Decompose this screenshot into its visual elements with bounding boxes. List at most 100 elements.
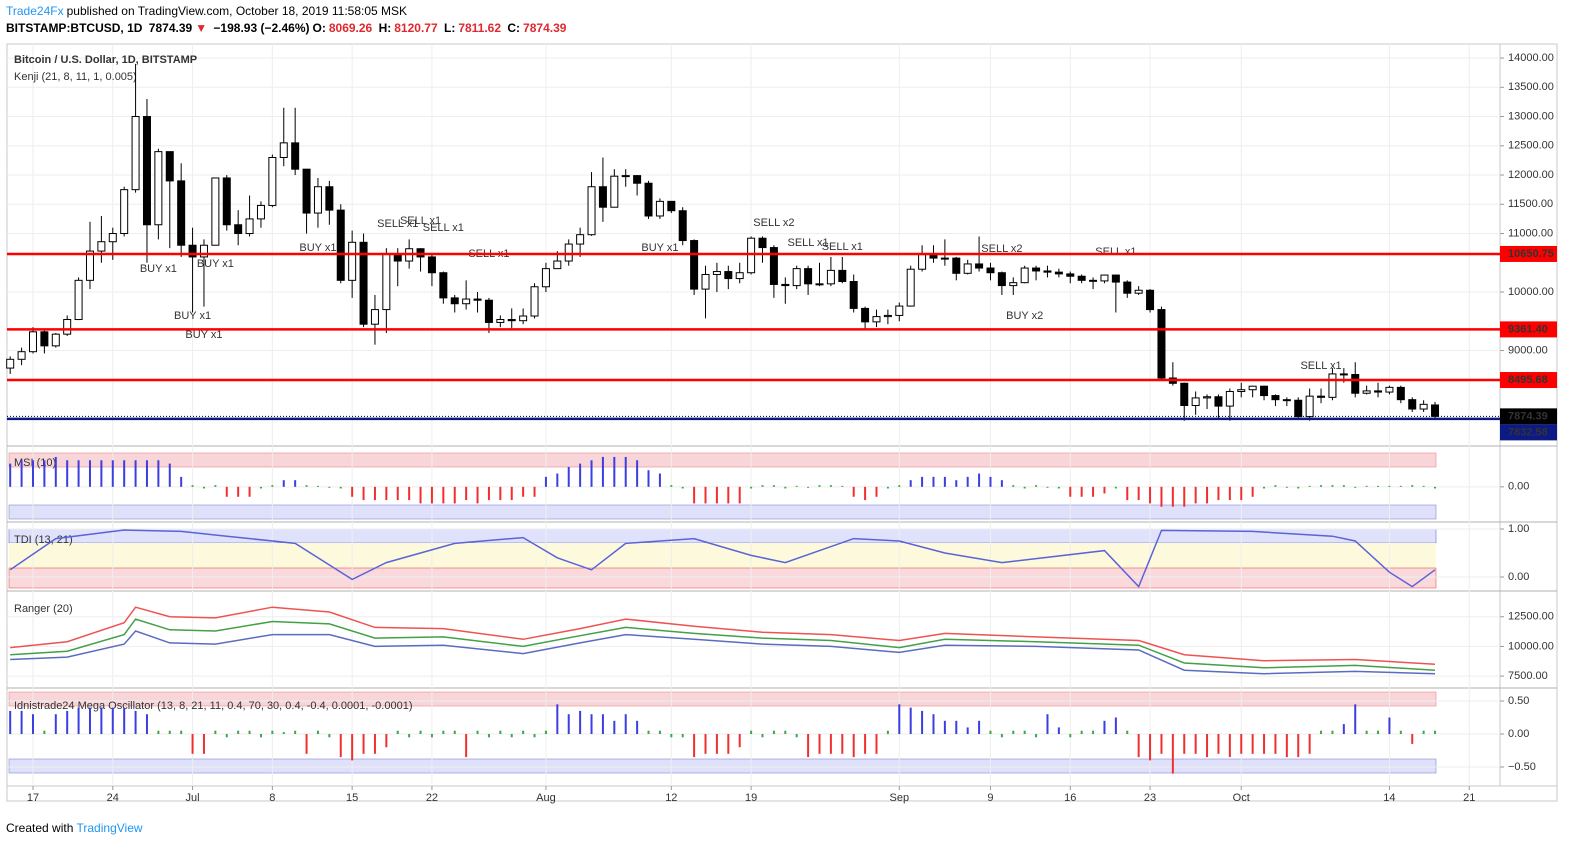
histogram-bar <box>1046 486 1049 488</box>
panel-title: TDI (13, 21) <box>14 534 73 546</box>
histogram-bar <box>237 730 240 735</box>
x-tick-label: 21 <box>1463 792 1475 804</box>
histogram-bar <box>1342 485 1345 487</box>
candle-body <box>63 319 72 335</box>
histogram-bar <box>829 734 832 754</box>
candle-body <box>530 286 539 317</box>
y-tick-label: 13500.00 <box>1508 81 1554 93</box>
histogram-bar <box>351 734 354 761</box>
histogram-bar <box>430 486 433 504</box>
histogram-bar <box>282 480 285 487</box>
histogram-bar <box>943 476 946 487</box>
candle-body <box>1066 273 1075 277</box>
histogram-bar <box>43 730 46 735</box>
candle-body <box>142 116 151 226</box>
msi-upper-band <box>8 452 1437 468</box>
histogram-bar <box>1308 734 1311 754</box>
signal-label: SELL x1 <box>423 222 464 234</box>
histogram-bar <box>1251 486 1254 497</box>
histogram-bar <box>214 730 217 735</box>
histogram-bar <box>1399 730 1402 735</box>
histogram-bar <box>31 714 34 735</box>
histogram-bar <box>1137 734 1140 758</box>
histogram-bar <box>191 485 194 487</box>
histogram-bar <box>476 730 479 735</box>
histogram-bar <box>1126 486 1129 501</box>
candle-body <box>781 283 790 287</box>
histogram-bar <box>1171 734 1174 774</box>
candle-body <box>51 333 60 347</box>
y-tick-label: 0.00 <box>1508 728 1529 740</box>
y-tick-label: 10000.00 <box>1508 286 1554 298</box>
chart: 17 24 Jul 8 15 22 Aug 12 19 Sep 9 16 23 Oct 14 21 9000.0… <box>6 43 1558 804</box>
candle-body <box>883 314 892 318</box>
candle-body <box>1431 404 1440 417</box>
candle-body <box>313 186 322 214</box>
histogram-bar <box>1057 727 1060 735</box>
histogram-bar <box>294 730 297 735</box>
histogram-bar <box>225 486 228 497</box>
brand[interactable]: TradingView <box>76 821 143 835</box>
histogram-bar <box>670 485 673 487</box>
histogram-bar <box>1422 485 1425 487</box>
histogram-bar <box>510 734 513 738</box>
candle-body <box>1248 385 1257 391</box>
quote-line: BITSTAMP:BTCUSD, 1D 7874.39 ▼ −198.93 (−2… <box>6 21 569 35</box>
histogram-bar <box>590 460 593 487</box>
histogram-bar <box>1240 486 1243 501</box>
histogram-bar <box>1320 485 1323 487</box>
histogram-bar <box>1057 486 1060 489</box>
panel-title: Ranger (20) <box>14 603 73 615</box>
candle-body <box>268 156 277 206</box>
histogram-bar <box>77 460 80 487</box>
published: published on TradingView.com, October 18… <box>66 4 408 18</box>
histogram-bar <box>784 486 787 489</box>
histogram-bar <box>282 732 285 735</box>
candle-body <box>735 272 744 280</box>
histogram-bar <box>54 456 57 487</box>
histogram-bar <box>750 730 753 735</box>
close-value: 7874.39 <box>523 21 567 35</box>
candle-body <box>496 319 505 323</box>
histogram-bar <box>145 714 148 735</box>
signal-label: BUY x2 <box>1006 310 1043 322</box>
candle-body <box>895 305 904 316</box>
histogram-bar <box>1171 486 1174 507</box>
high-value: 8120.77 <box>394 21 438 35</box>
publisher[interactable]: Trade24Fx <box>6 4 64 18</box>
signal-label: BUY x1 <box>641 242 678 254</box>
candle-body <box>940 257 949 260</box>
candle-body <box>120 189 129 235</box>
histogram-bar <box>1263 486 1266 489</box>
candle-body <box>667 200 676 212</box>
candle-body <box>1111 274 1120 283</box>
indicator-line <box>10 618 1436 671</box>
histogram-bar <box>579 710 582 735</box>
high-label: H: <box>378 21 392 35</box>
histogram-bar <box>1092 486 1095 497</box>
histogram-bar <box>1126 730 1129 735</box>
x-tick-label: 19 <box>745 792 757 804</box>
histogram-bar <box>1092 730 1095 735</box>
signal-label: SELL x2 <box>753 217 794 229</box>
histogram-bar <box>624 714 627 735</box>
histogram-bar <box>1160 734 1163 754</box>
histogram-bar <box>362 734 365 754</box>
close-label: C: <box>507 21 521 35</box>
histogram-bar <box>248 486 251 497</box>
candle-body <box>758 237 767 249</box>
histogram-bar <box>419 730 422 735</box>
histogram-bar <box>1206 486 1209 504</box>
histogram-bar <box>795 485 798 487</box>
indicator-line <box>9 529 1436 588</box>
histogram-bar <box>601 456 604 487</box>
candle-body <box>576 234 585 245</box>
candle-body <box>769 247 778 285</box>
histogram-bar <box>305 485 308 487</box>
candle-body <box>747 237 756 274</box>
histogram-bar <box>1331 730 1334 735</box>
histogram-bar <box>351 486 354 497</box>
histogram-bar <box>180 730 183 735</box>
candle-body <box>792 268 801 287</box>
histogram-bar <box>807 486 810 488</box>
